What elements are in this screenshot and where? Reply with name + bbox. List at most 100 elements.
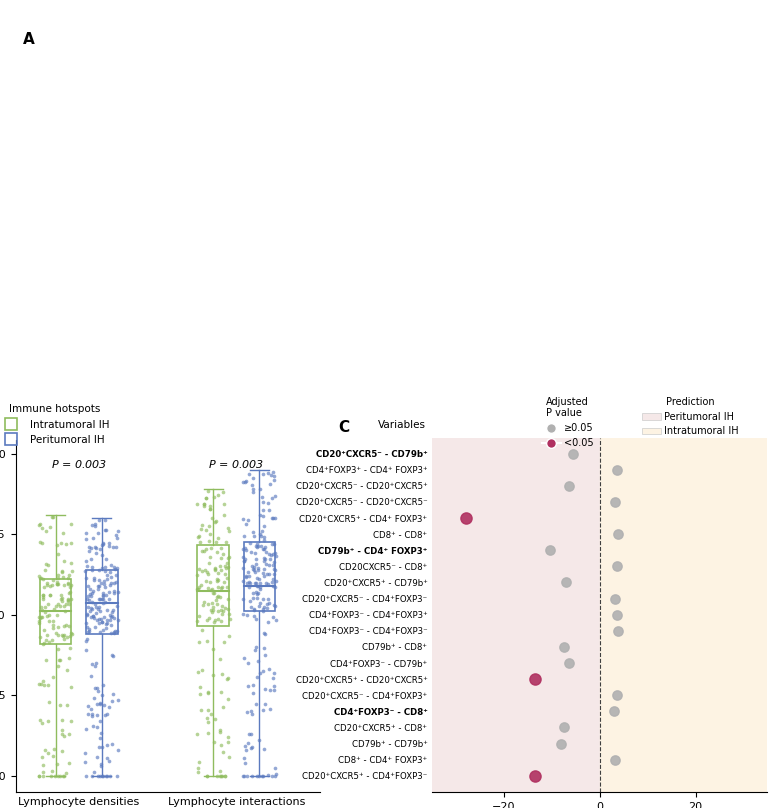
Point xyxy=(269,574,282,587)
Point xyxy=(83,583,96,595)
Point xyxy=(254,667,266,680)
Point xyxy=(214,769,226,782)
Point xyxy=(99,709,111,722)
Point xyxy=(46,511,59,524)
Point xyxy=(242,566,254,579)
Point xyxy=(254,508,266,521)
Point xyxy=(41,597,54,610)
Point xyxy=(103,701,115,713)
Point xyxy=(97,578,110,591)
Point xyxy=(100,553,113,566)
Point xyxy=(209,515,222,528)
Point xyxy=(567,447,579,460)
Point xyxy=(247,678,259,691)
Point xyxy=(89,607,102,620)
Point xyxy=(610,560,622,573)
Point xyxy=(204,503,217,516)
Point xyxy=(198,500,211,513)
Point xyxy=(100,569,113,582)
Point xyxy=(191,727,204,740)
Point xyxy=(85,542,97,555)
Point xyxy=(205,707,218,720)
Point xyxy=(247,592,259,605)
Point xyxy=(251,671,263,684)
Point xyxy=(105,558,117,571)
Point xyxy=(247,482,259,495)
Point xyxy=(248,603,261,616)
Point xyxy=(53,769,66,782)
Point xyxy=(52,620,64,633)
Point xyxy=(61,698,74,711)
Point xyxy=(252,654,265,667)
Text: $P$ = 0.003: $P$ = 0.003 xyxy=(208,458,265,469)
Point xyxy=(202,703,215,716)
Point xyxy=(266,575,279,588)
Point xyxy=(259,558,272,571)
Point xyxy=(60,663,73,676)
Point xyxy=(56,724,68,737)
Point xyxy=(239,757,251,770)
Point xyxy=(212,489,225,502)
Point xyxy=(609,495,622,508)
Point xyxy=(265,549,278,562)
Point xyxy=(220,561,233,574)
Point xyxy=(33,769,45,782)
Point xyxy=(104,769,117,782)
Point xyxy=(40,524,52,537)
Point xyxy=(215,615,227,628)
Point xyxy=(52,597,64,610)
Point xyxy=(252,600,265,612)
Point xyxy=(250,640,262,653)
Point xyxy=(58,730,70,743)
Point xyxy=(218,576,230,589)
Point xyxy=(79,755,92,768)
Point xyxy=(222,552,234,565)
Point xyxy=(246,741,258,754)
Point xyxy=(192,666,204,679)
Point xyxy=(86,564,99,577)
Point xyxy=(59,604,71,617)
Point xyxy=(209,613,222,626)
Point xyxy=(88,573,100,586)
Point xyxy=(258,533,270,546)
Point xyxy=(215,604,228,617)
Point xyxy=(88,571,100,584)
Point xyxy=(242,570,254,583)
Point xyxy=(97,679,110,692)
Point xyxy=(35,537,48,549)
Point xyxy=(98,611,110,624)
Point xyxy=(39,558,52,570)
Point xyxy=(200,566,213,579)
Point xyxy=(221,571,233,584)
Point xyxy=(50,626,63,639)
Point xyxy=(101,603,114,616)
Point xyxy=(612,625,624,638)
Point xyxy=(37,591,49,604)
Point xyxy=(218,508,231,521)
Point xyxy=(610,463,622,476)
Point xyxy=(96,593,108,606)
Point xyxy=(270,550,283,563)
Point xyxy=(37,769,49,782)
Point xyxy=(263,702,276,715)
Point xyxy=(52,654,65,667)
Point xyxy=(197,498,210,511)
Point xyxy=(99,523,112,536)
Point xyxy=(34,535,47,548)
Point xyxy=(65,557,78,570)
Point xyxy=(251,564,264,577)
Point xyxy=(269,667,281,680)
Point xyxy=(258,697,271,710)
Point xyxy=(222,730,234,743)
Point xyxy=(200,491,212,504)
Point xyxy=(251,769,263,782)
Point xyxy=(97,596,110,609)
Point xyxy=(79,564,92,577)
Point xyxy=(37,589,49,602)
Point xyxy=(57,629,70,642)
Point xyxy=(99,523,111,536)
Point xyxy=(80,617,92,629)
Point xyxy=(245,742,258,755)
Point xyxy=(218,636,230,649)
Point xyxy=(41,629,53,642)
